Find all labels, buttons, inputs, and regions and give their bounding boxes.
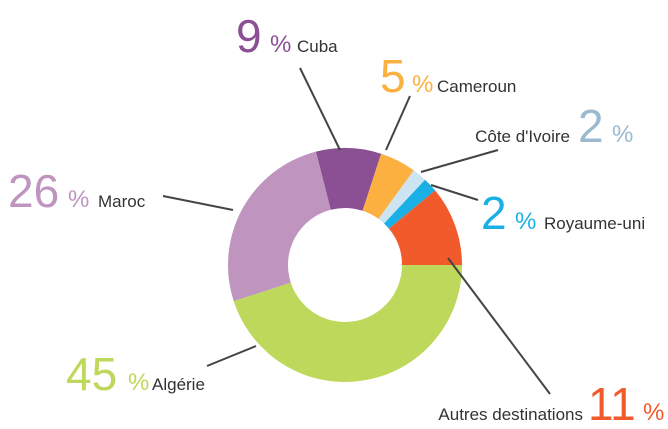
unit-label: % — [270, 31, 291, 58]
value-label: 9 — [236, 10, 262, 62]
value-label: 11 — [588, 378, 636, 429]
leader-line — [385, 95, 411, 151]
donut-segment — [378, 170, 426, 224]
leader-line — [299, 67, 341, 151]
donut-segment — [315, 147, 382, 211]
leader-line — [430, 184, 479, 201]
unit-label: % — [128, 369, 149, 396]
category-label: Autres destinations — [438, 405, 583, 424]
category-label: Royaume-uni — [544, 214, 645, 233]
category-label: Algérie — [152, 375, 205, 394]
donut-segment — [388, 190, 462, 265]
category-label: Cuba — [297, 37, 338, 56]
leader-line — [447, 257, 551, 395]
unit-label: % — [612, 121, 633, 148]
leader-line — [420, 149, 499, 173]
category-label: Cameroun — [437, 77, 516, 96]
unit-label: % — [68, 186, 89, 213]
value-label: 5 — [380, 50, 406, 102]
donut-segment — [233, 265, 462, 383]
leader-line — [206, 345, 257, 367]
donut-segment — [362, 153, 414, 219]
value-label: 2 — [578, 100, 604, 152]
unit-label: % — [515, 208, 536, 235]
value-label: 26 — [8, 165, 59, 217]
unit-label: % — [643, 399, 664, 426]
value-label: 2 — [481, 187, 507, 239]
unit-label: % — [412, 71, 433, 98]
category-label: Côte d'Ivoire — [475, 127, 570, 146]
value-label: 45 — [66, 348, 117, 400]
donut-segment — [384, 179, 436, 229]
leader-line — [162, 195, 234, 211]
donut-segment — [228, 151, 331, 302]
category-label: Maroc — [98, 192, 146, 211]
